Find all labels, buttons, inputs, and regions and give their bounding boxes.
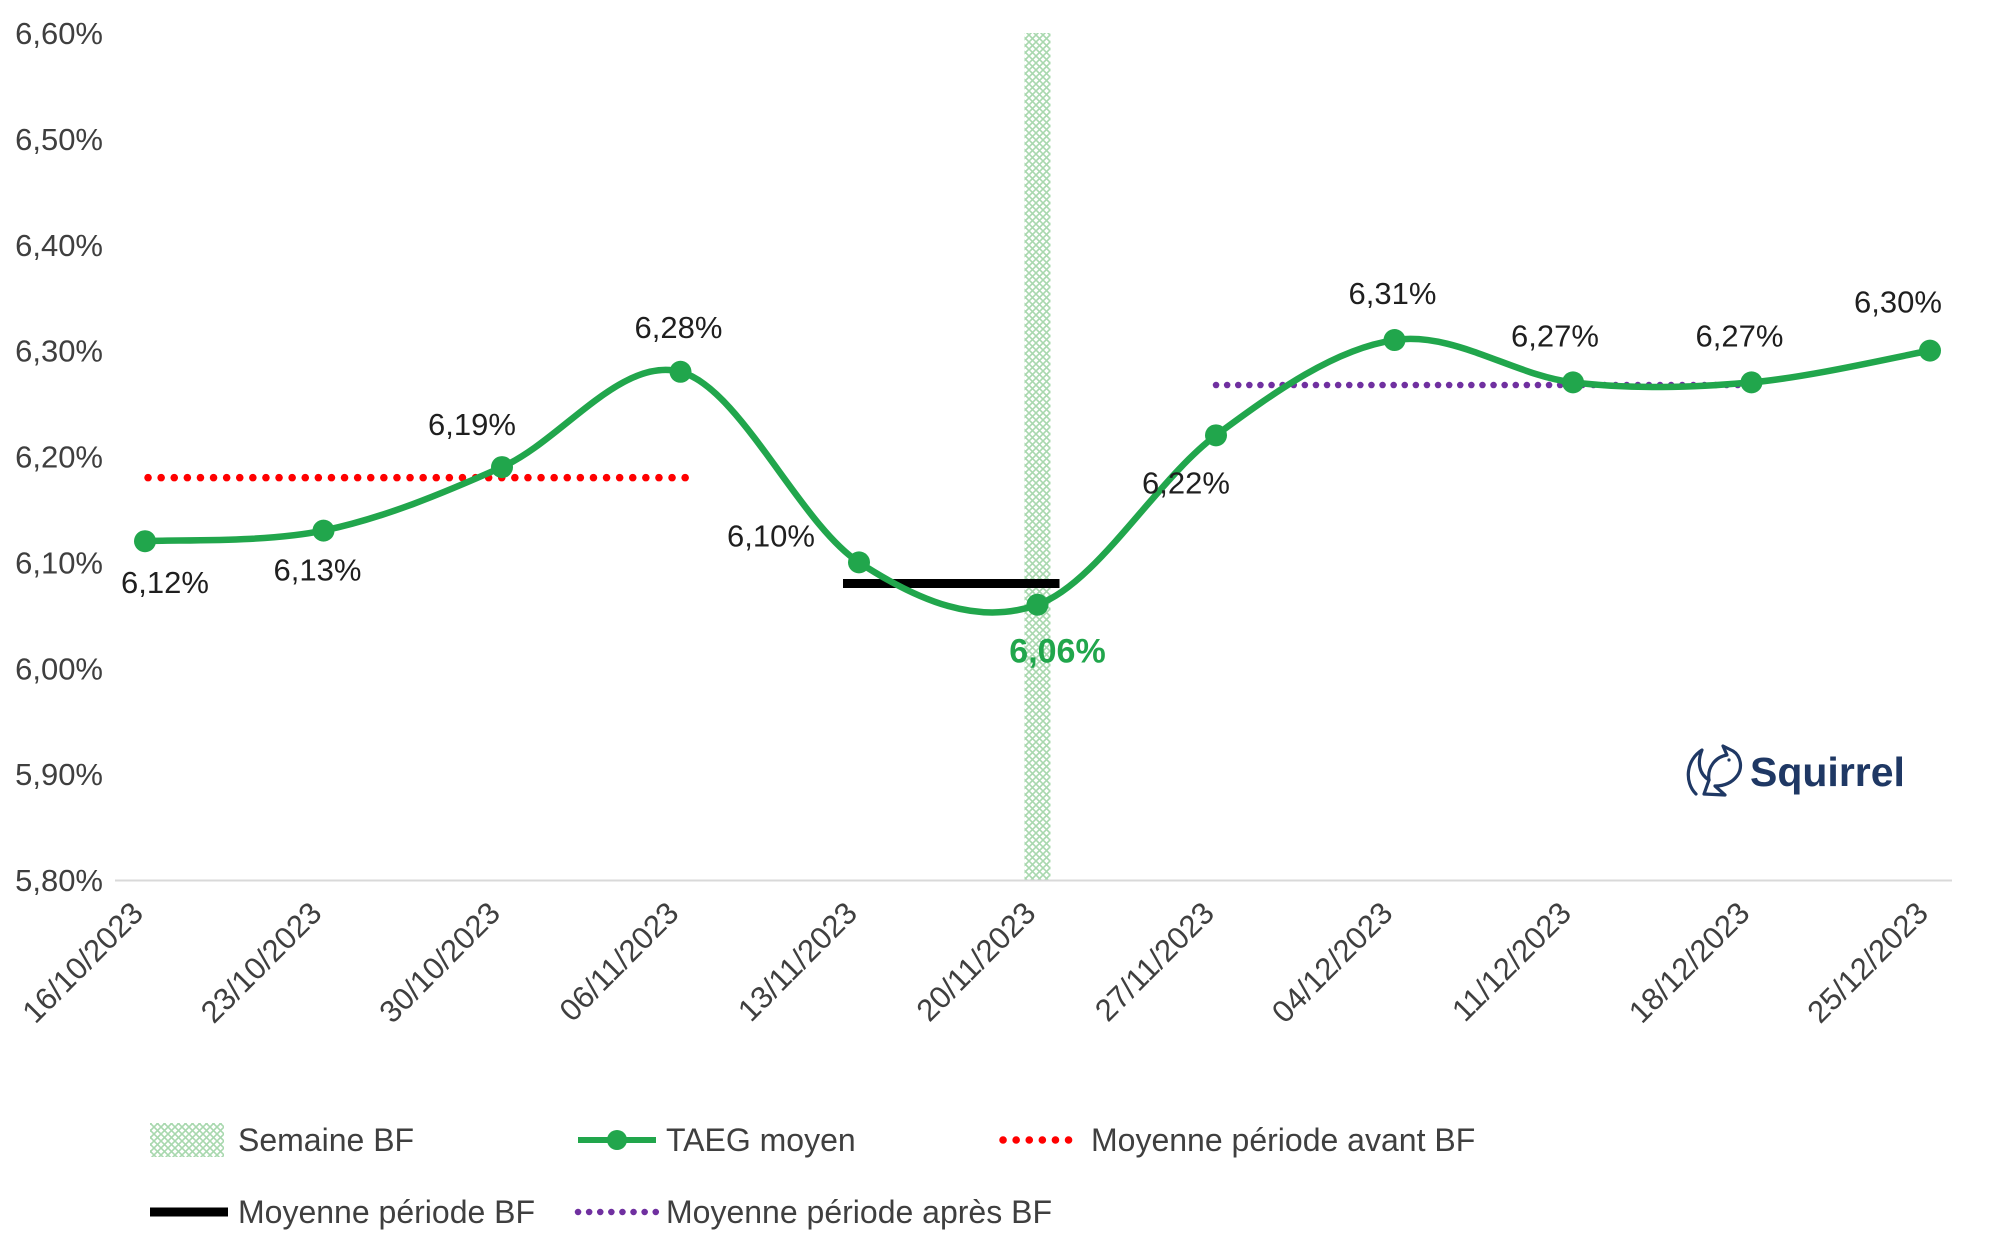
legend-label: TAEG moyen — [666, 1122, 856, 1158]
data-point-marker — [1562, 371, 1584, 394]
data-points-layer — [134, 329, 1941, 616]
legend-band-swatch — [150, 1123, 224, 1157]
squirrel-wordmark: Squirrel — [1750, 749, 1905, 795]
x-tick-label: 13/11/2023 — [731, 895, 864, 1028]
chart-legend: Semaine BF TAEG moyen Moyenne période avan… — [150, 1122, 1475, 1230]
value-label: 6,19% — [428, 407, 516, 442]
legend-item-dotted-red: Moyenne période avant BF — [999, 1122, 1475, 1158]
legend-item-dotted-purple: Moyenne période après BF — [574, 1194, 1052, 1230]
legend-label: Moyenne période BF — [238, 1194, 535, 1230]
y-tick-label: 6,00% — [15, 651, 103, 686]
value-label: 6,30% — [1854, 285, 1942, 320]
squirrel-logo-group: Squirrel — [1686, 744, 1905, 797]
value-label: 6,28% — [635, 310, 723, 345]
squirrel-logo: Squirrel — [1686, 744, 1905, 797]
bf-week-band-layer — [1024, 33, 1051, 880]
value-label: 6,31% — [1349, 276, 1437, 311]
legend-item-solid-black: Moyenne période BF — [150, 1194, 535, 1230]
y-tick-label: 6,20% — [15, 440, 103, 475]
value-labels-layer: 6,12% 6,13% 6,19% 6,28% 6,10% 6,06% 6,22% 6,31%… — [121, 276, 1942, 671]
bf-week-band — [1024, 33, 1051, 880]
legend-item-line-marker: TAEG moyen — [578, 1122, 856, 1158]
x-tick-label: 30/10/2023 — [372, 895, 506, 1029]
y-tick-label: 5,80% — [15, 863, 103, 898]
legend-label: Moyenne période après BF — [666, 1194, 1052, 1230]
y-tick-label: 6,10% — [15, 545, 103, 580]
squirrel-icon — [1686, 744, 1743, 797]
y-tick-label: 5,90% — [15, 757, 103, 792]
x-axis-labels: 16/10/2023 23/10/2023 30/10/2023 06/11/2023… — [15, 879, 1952, 1030]
value-label: 6,10% — [727, 518, 815, 553]
x-tick-label: 25/12/2023 — [1800, 895, 1934, 1029]
value-label: 6,13% — [274, 553, 362, 588]
y-tick-label: 6,30% — [15, 334, 103, 369]
y-tick-label: 6,40% — [15, 228, 103, 263]
legend-label: Moyenne période avant BF — [1091, 1122, 1475, 1158]
x-tick-label: 11/12/2023 — [1445, 895, 1578, 1028]
legend-label: Semaine BF — [238, 1122, 414, 1158]
value-label: 6,27% — [1511, 318, 1599, 353]
value-label: 6,27% — [1696, 318, 1784, 353]
x-tick-label: 27/11/2023 — [1088, 895, 1221, 1028]
data-point-marker — [669, 360, 692, 383]
legend-marker-swatch — [607, 1130, 627, 1150]
y-tick-label: 6,50% — [15, 122, 103, 157]
legend-item-band: Semaine BF — [150, 1122, 414, 1158]
data-point-marker — [1740, 371, 1763, 394]
value-label: 6,12% — [121, 565, 209, 600]
data-point-marker — [312, 519, 335, 542]
x-tick-label: 16/10/2023 — [15, 895, 149, 1029]
data-point-marker — [1026, 593, 1049, 616]
x-tick-label: 04/12/2023 — [1265, 895, 1399, 1029]
y-tick-label: 6,60% — [15, 16, 103, 51]
reference-lines-layer — [144, 381, 1759, 589]
y-axis-labels: 6,60% 6,50% 6,40% 6,30% 6,20% 6,10% 6,00% 5,90%… — [15, 16, 103, 898]
x-tick-label: 18/12/2023 — [1622, 895, 1756, 1029]
x-tick-label: 06/11/2023 — [553, 895, 686, 1028]
data-point-marker — [1383, 329, 1406, 352]
highlight-value-label: 6,06% — [1009, 633, 1105, 671]
x-tick-label: 23/10/2023 — [194, 895, 328, 1029]
x-tick-label: 20/11/2023 — [910, 895, 1043, 1028]
data-point-marker — [491, 456, 513, 479]
data-point-marker — [1919, 339, 1941, 362]
data-point-marker — [134, 530, 156, 553]
value-label: 6,22% — [1142, 465, 1230, 500]
data-point-marker — [1205, 424, 1227, 447]
data-point-marker — [848, 551, 870, 574]
